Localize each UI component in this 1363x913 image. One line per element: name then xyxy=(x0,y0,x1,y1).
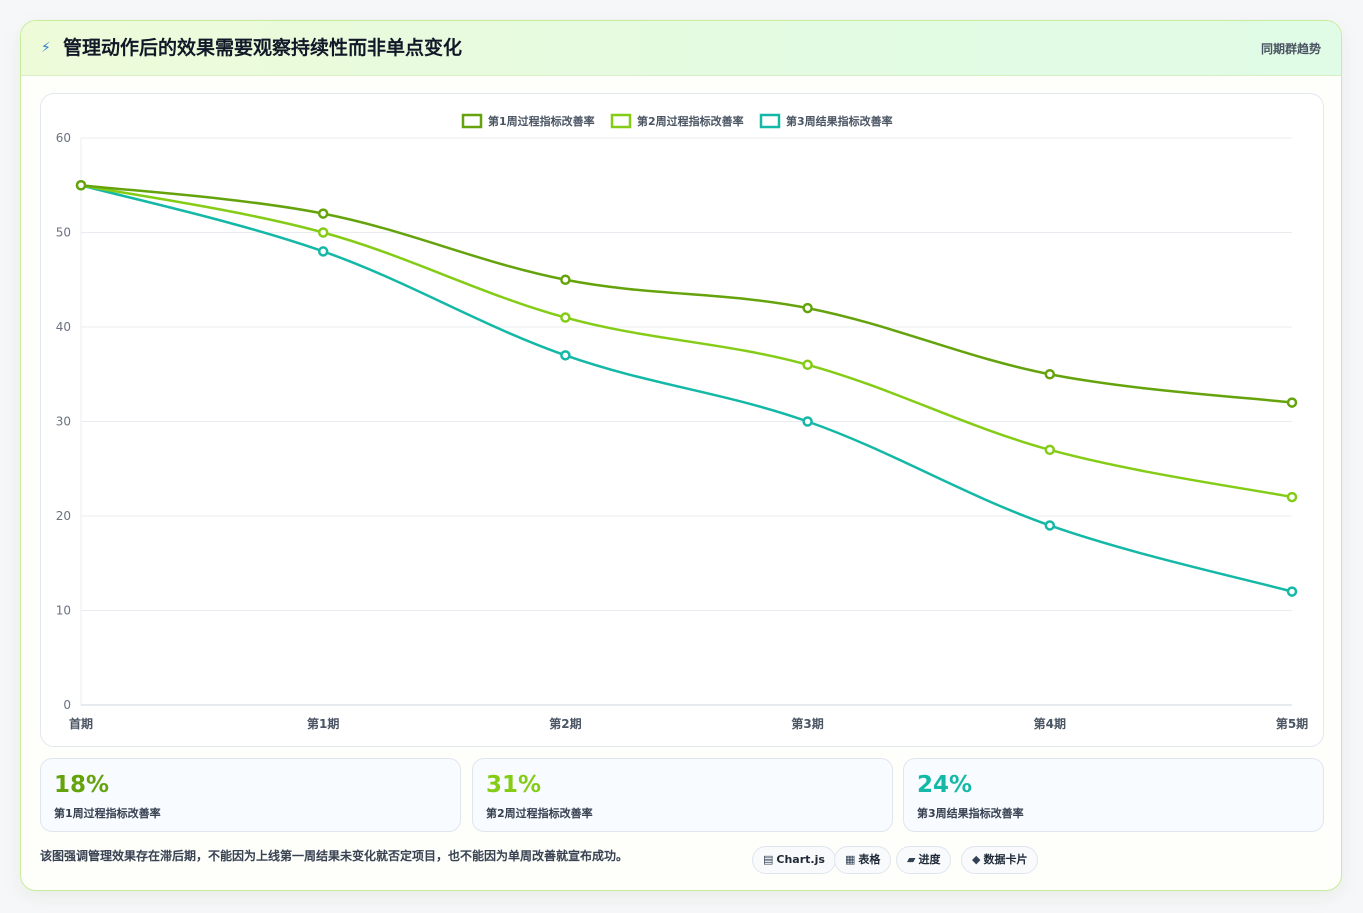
tag-progress[interactable]: ▰ 进度 xyxy=(896,846,952,874)
data-point xyxy=(1286,491,1298,503)
tag-label: 数据卡片 xyxy=(983,853,1028,866)
data-point xyxy=(802,416,813,427)
y-tick-label: 30 xyxy=(56,415,71,429)
legend-label: 第1周过程指标改善率 xyxy=(488,114,595,128)
table-icon: ▦ xyxy=(845,853,856,866)
data-point xyxy=(317,246,329,257)
kpi-value: 31% xyxy=(486,772,542,798)
data-point xyxy=(560,350,571,361)
tag-table[interactable]: ▦ 表格 xyxy=(834,846,892,874)
y-tick-label: 0 xyxy=(63,698,71,712)
x-tick-label: 首期 xyxy=(69,716,93,731)
y-tick-label: 10 xyxy=(56,604,71,618)
y-tick-label: 50 xyxy=(56,226,71,240)
series-line xyxy=(80,184,1293,404)
x-tick-label: 第3期 xyxy=(791,716,823,731)
series-line xyxy=(80,184,1293,499)
x-tick-label: 第4期 xyxy=(1034,716,1066,731)
kpi-label: 第2周过程指标改善率 xyxy=(486,807,593,820)
data-point xyxy=(802,302,813,314)
data-point xyxy=(1044,520,1056,531)
kpi-row: 18% 第1周过程指标改善率 31% 第2周过程指标改善率 24% 第3周结果指… xyxy=(40,758,1324,832)
data-point xyxy=(317,208,329,219)
kpi-card: 24% 第3周结果指标改善率 xyxy=(903,758,1324,832)
kpi-card: 18% 第1周过程指标改善率 xyxy=(40,758,461,832)
lightning-icon: ⚡︎ xyxy=(41,40,51,56)
kpi-value: 24% xyxy=(917,772,973,798)
chart-footnote: 该图强调管理效果存在滞后期，不能因为上线第一周结果未变化就否定项目，也不能因为单… xyxy=(40,849,629,863)
kpi-label: 第1周过程指标改善率 xyxy=(54,807,161,820)
legend-swatch xyxy=(461,113,483,129)
kpi-card: 31% 第2周过程指标改善率 xyxy=(472,758,893,832)
chart-panel: 0 10 20 30 40 50 60 首期 第1期 第2期 第3期 第4期 第5期 第1周过程指标改善率… xyxy=(40,93,1324,747)
y-tick-label: 40 xyxy=(56,320,71,334)
header-right-label: 同期群趋势 xyxy=(1260,42,1321,56)
line-chart: 0 10 20 30 40 50 60 首期 第1期 第2期 第3期 第4期 第5期 第1周过程指标改善率… xyxy=(56,113,1308,731)
card-header: ⚡︎ 管理动作后的效果需要观察持续性而非单点变化 同期群趋势 xyxy=(21,21,1341,76)
data-point xyxy=(1286,397,1298,408)
data-card-icon: ◆ xyxy=(972,853,981,866)
page-title: 管理动作后的效果需要观察持续性而非单点变化 xyxy=(63,37,463,59)
chart-icon: ▤ xyxy=(763,853,774,866)
legend-swatch xyxy=(610,113,632,129)
series-line xyxy=(80,184,1293,593)
progress-icon: ▰ xyxy=(907,853,916,866)
trend-card: ⚡︎ 管理动作后的效果需要观察持续性而非单点变化 同期群趋势 0 10 20 30 40… xyxy=(20,20,1342,891)
data-point xyxy=(317,227,329,238)
kpi-label: 第3周结果指标改善率 xyxy=(917,807,1024,820)
tag-label: 表格 xyxy=(858,853,881,866)
tag-label: 进度 xyxy=(918,853,941,866)
tag-label: Chart.js xyxy=(776,853,825,866)
legend-label: 第2周过程指标改善率 xyxy=(637,114,744,128)
data-point xyxy=(1044,444,1056,456)
data-point xyxy=(560,274,571,285)
data-point xyxy=(802,359,813,371)
x-tick-label: 第2期 xyxy=(549,716,581,731)
y-tick-label: 60 xyxy=(56,131,71,145)
data-point xyxy=(560,312,571,323)
data-point xyxy=(1044,369,1056,380)
legend-swatch xyxy=(759,113,781,129)
x-tick-label: 第5期 xyxy=(1276,716,1308,731)
tag-data-card[interactable]: ◆ 数据卡片 xyxy=(961,846,1039,874)
legend-label: 第3周结果指标改善率 xyxy=(786,114,893,128)
x-tick-label: 第1期 xyxy=(307,716,339,731)
data-point xyxy=(75,180,87,191)
tag-chartjs[interactable]: ▤ Chart.js xyxy=(752,846,836,874)
kpi-value: 18% xyxy=(54,772,110,798)
y-tick-label: 20 xyxy=(56,509,71,523)
data-point xyxy=(1286,586,1298,597)
